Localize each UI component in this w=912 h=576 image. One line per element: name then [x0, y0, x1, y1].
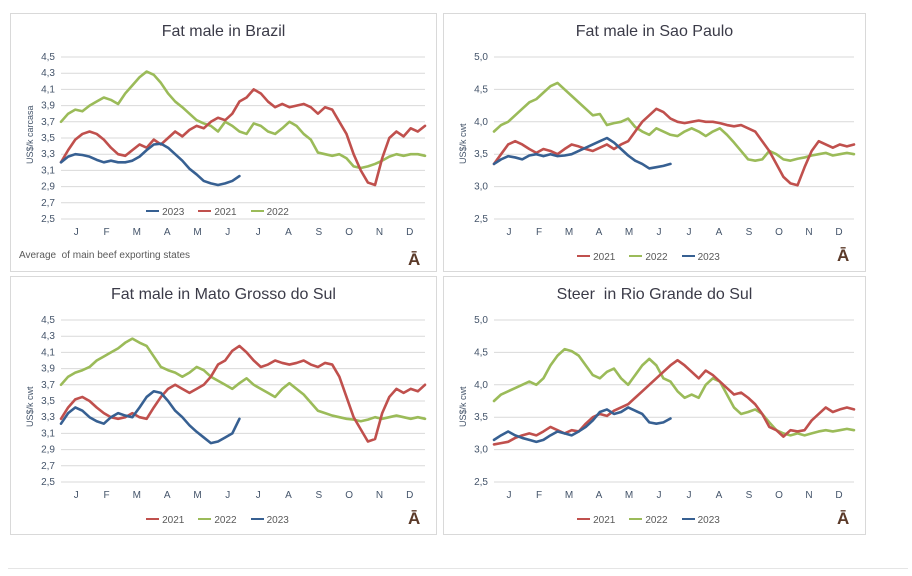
svg-text:5,0: 5,0: [474, 52, 488, 63]
svg-text:J: J: [507, 490, 512, 501]
svg-text:3,0: 3,0: [474, 445, 488, 456]
svg-text:D: D: [406, 227, 413, 238]
svg-text:A: A: [716, 227, 723, 238]
svg-text:3,3: 3,3: [41, 149, 55, 160]
svg-text:A: A: [716, 490, 723, 501]
svg-text:3,7: 3,7: [41, 380, 55, 391]
svg-text:J: J: [507, 227, 512, 238]
svg-text:F: F: [536, 490, 542, 501]
svg-text:F: F: [103, 227, 109, 238]
svg-text:A: A: [164, 227, 171, 238]
svg-text:J: J: [256, 227, 261, 238]
svg-text:3,5: 3,5: [41, 133, 55, 144]
svg-text:2,5: 2,5: [474, 477, 488, 488]
svg-text:N: N: [805, 227, 812, 238]
svg-text:J: J: [225, 490, 230, 501]
svg-text:D: D: [406, 490, 413, 501]
svg-text:M: M: [565, 227, 573, 238]
svg-text:3,5: 3,5: [474, 149, 488, 160]
svg-text:2,9: 2,9: [41, 182, 55, 193]
svg-text:4,5: 4,5: [41, 52, 55, 63]
svg-text:A: A: [596, 227, 603, 238]
svg-text:J: J: [74, 490, 79, 501]
svg-text:3,5: 3,5: [474, 412, 488, 423]
svg-text:3,9: 3,9: [41, 364, 55, 375]
svg-text:3,9: 3,9: [41, 101, 55, 112]
svg-text:M: M: [565, 490, 573, 501]
svg-text:4,5: 4,5: [474, 347, 488, 358]
svg-text:D: D: [835, 227, 842, 238]
svg-text:F: F: [103, 490, 109, 501]
svg-text:3,7: 3,7: [41, 117, 55, 128]
svg-text:N: N: [376, 490, 383, 501]
svg-text:3,1: 3,1: [41, 428, 55, 439]
svg-text:4,3: 4,3: [41, 331, 55, 342]
svg-text:2,9: 2,9: [41, 445, 55, 456]
svg-text:M: M: [625, 227, 633, 238]
svg-text:4,5: 4,5: [41, 315, 55, 326]
svg-text:3,0: 3,0: [474, 182, 488, 193]
svg-text:4,1: 4,1: [41, 347, 55, 358]
svg-text:O: O: [775, 490, 783, 501]
svg-text:D: D: [835, 490, 842, 501]
svg-text:4,0: 4,0: [474, 380, 488, 391]
svg-text:F: F: [536, 227, 542, 238]
svg-text:4,3: 4,3: [41, 68, 55, 79]
svg-text:J: J: [74, 227, 79, 238]
svg-text:J: J: [687, 490, 692, 501]
svg-text:N: N: [805, 490, 812, 501]
svg-text:S: S: [746, 227, 753, 238]
svg-text:N: N: [376, 227, 383, 238]
svg-text:5,0: 5,0: [474, 315, 488, 326]
svg-text:2,5: 2,5: [41, 477, 55, 488]
svg-text:3,5: 3,5: [41, 396, 55, 407]
svg-text:S: S: [746, 490, 753, 501]
svg-text:O: O: [775, 227, 783, 238]
svg-text:A: A: [596, 490, 603, 501]
svg-text:J: J: [687, 227, 692, 238]
svg-text:A: A: [285, 227, 292, 238]
svg-text:O: O: [345, 490, 353, 501]
svg-text:J: J: [256, 490, 261, 501]
svg-text:3,1: 3,1: [41, 165, 55, 176]
svg-text:2,5: 2,5: [474, 214, 488, 225]
svg-text:M: M: [625, 490, 633, 501]
svg-text:4,1: 4,1: [41, 84, 55, 95]
svg-text:M: M: [133, 227, 141, 238]
svg-text:O: O: [345, 227, 353, 238]
svg-text:S: S: [315, 490, 322, 501]
svg-text:A: A: [164, 490, 171, 501]
svg-text:J: J: [657, 227, 662, 238]
svg-text:J: J: [657, 490, 662, 501]
svg-text:4,5: 4,5: [474, 84, 488, 95]
svg-text:4,0: 4,0: [474, 117, 488, 128]
svg-text:2,7: 2,7: [41, 461, 55, 472]
svg-text:M: M: [193, 227, 201, 238]
svg-text:S: S: [315, 227, 322, 238]
svg-text:3,3: 3,3: [41, 412, 55, 423]
svg-text:J: J: [225, 227, 230, 238]
svg-text:M: M: [193, 490, 201, 501]
svg-text:A: A: [285, 490, 292, 501]
svg-text:M: M: [133, 490, 141, 501]
